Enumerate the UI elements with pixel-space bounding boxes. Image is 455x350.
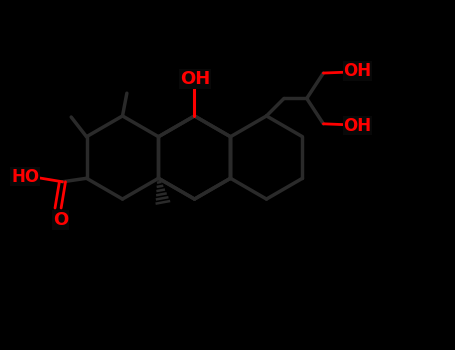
Text: HO: HO [11, 168, 39, 186]
Text: OH: OH [344, 62, 372, 80]
Text: OH: OH [344, 117, 372, 134]
Text: O: O [53, 211, 68, 229]
Text: OH: OH [180, 70, 211, 88]
